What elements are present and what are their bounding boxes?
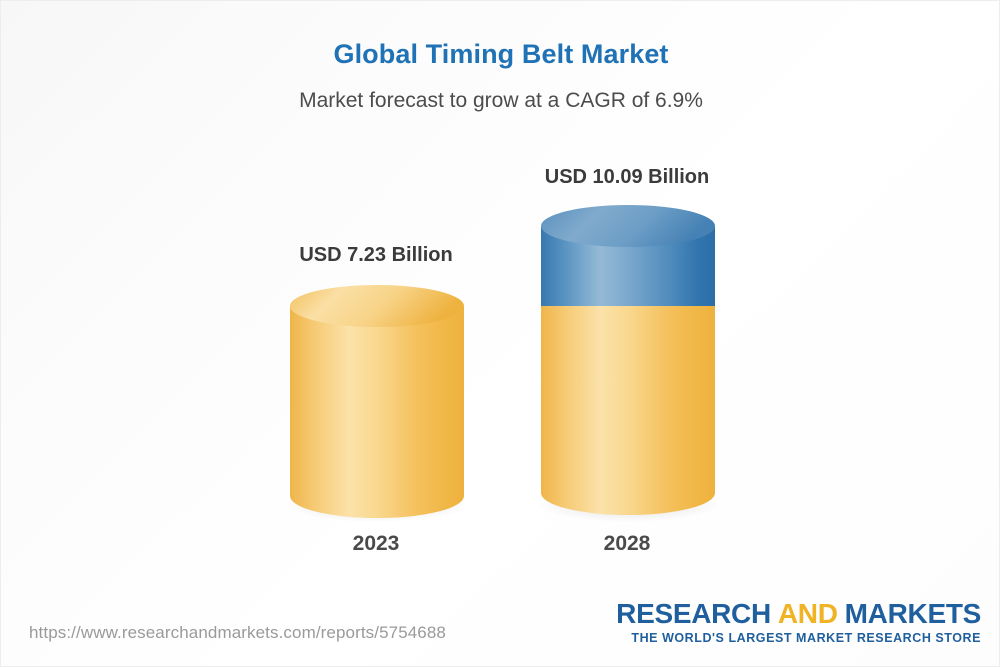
brand-logo[interactable]: RESEARCH AND MARKETS THE WORLD'S LARGEST M… [616,599,981,646]
chart-subtitle: Market forecast to grow at a CAGR of 6.9… [299,89,703,112]
value-label-2023: USD 7.23 Billion [299,244,453,266]
plot-area: USD 7.23 Billion [1,1,999,601]
value-label-2028: USD 10.09 Billion [544,166,710,188]
cylinder-2023[interactable] [287,284,473,524]
chart-title: Global Timing Belt Market [333,39,669,69]
logo-text-markets: MARKETS [844,598,982,629]
logo-tagline: THE WORLD'S LARGEST MARKET RESEARCH STOR… [631,631,981,646]
segment-base-2028 [541,306,715,515]
logo-text-research: RESEARCH [616,598,771,629]
segment-growth-2028 [541,205,715,306]
source-url[interactable]: https://www.researchandmarkets.com/repor… [29,623,446,642]
category-label-2023: 2023 [352,532,400,555]
category-label-2028: 2028 [603,532,651,555]
logo-wordmark: RESEARCH AND MARKETS [616,599,981,628]
cylinder-2028[interactable] [538,201,724,521]
logo-text-and: AND [777,598,838,629]
